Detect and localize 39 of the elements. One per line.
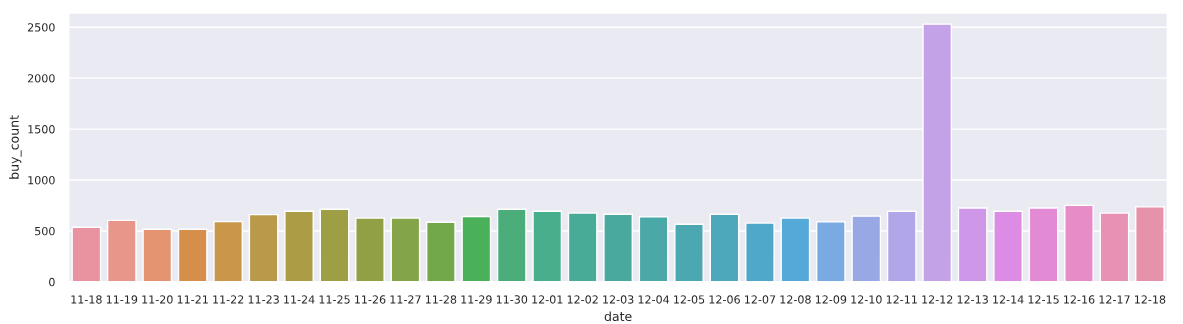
x-tick-label: 12-04 <box>638 295 670 304</box>
x-tick-label: 12-06 <box>709 295 740 304</box>
x-tick-label: 11-22 <box>213 295 244 304</box>
x-tick-label: 11-27 <box>390 295 421 304</box>
x-tick-label: 12-17 <box>1099 295 1130 304</box>
y-tick-label: 0 <box>49 277 55 287</box>
x-tick-label: 12-16 <box>1064 295 1095 304</box>
x-tick-label: 11-29 <box>461 295 492 304</box>
x-tick-label: 12-08 <box>780 295 811 304</box>
x-tick-label: 11-18 <box>71 295 102 304</box>
x-tick-label: 11-26 <box>355 295 386 304</box>
x-tick-label: 12-11 <box>886 295 917 304</box>
x-tick-label: 12-07 <box>745 295 776 304</box>
x-tick-label: 11-20 <box>142 295 173 304</box>
x-axis-title: date <box>604 311 632 322</box>
x-tick-label: 12-18 <box>1134 295 1166 304</box>
x-tick-label: 11-30 <box>496 295 528 304</box>
x-tick-label: 12-09 <box>815 295 847 304</box>
x-tick-label: 12-02 <box>567 295 598 304</box>
y-tick-label: 1500 <box>28 125 55 134</box>
x-tick-label: 12-15 <box>1028 295 1059 304</box>
x-tick-label: 11-24 <box>284 295 315 304</box>
y-tick-label: 500 <box>35 226 55 236</box>
y-tick-label: 2500 <box>27 23 55 32</box>
x-tick-label: 12-14 <box>993 295 1024 304</box>
x-tick-label: 11-25 <box>319 295 350 304</box>
x-tick-label: 11-28 <box>425 295 457 304</box>
x-tick-label: 12-12 <box>922 295 953 304</box>
y-tick-label: 2000 <box>27 74 55 83</box>
x-tick-label: 12-03 <box>603 295 634 304</box>
y-axis-title: buy_count <box>9 115 22 179</box>
x-tick-label: 12-05 <box>674 295 705 304</box>
x-tick-label: 11-23 <box>248 295 279 304</box>
x-tick-label: 12-13 <box>957 295 988 304</box>
x-tick-label: 12-01 <box>532 295 563 304</box>
x-tick-label: 11-19 <box>106 295 138 304</box>
x-tick-label: 11-21 <box>177 295 208 304</box>
y-tick-label: 1000 <box>28 175 55 185</box>
x-tick-label: 12-10 <box>851 295 882 304</box>
